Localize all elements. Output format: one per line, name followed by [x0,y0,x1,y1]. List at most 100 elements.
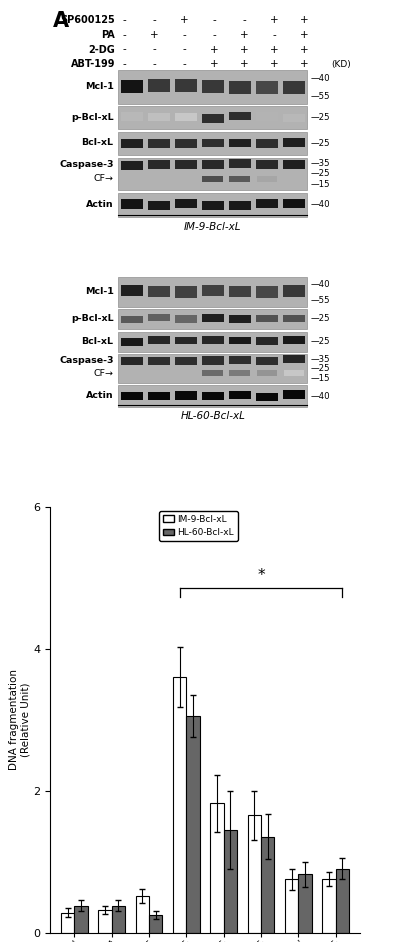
Text: Caspase-3: Caspase-3 [59,355,114,365]
Bar [148,357,170,365]
Text: p-Bcl-xL: p-Bcl-xL [71,314,114,323]
Bar [148,285,170,298]
Bar [148,160,170,170]
Bar [121,80,142,93]
Bar [256,160,278,170]
Text: —25: —25 [311,169,331,178]
Text: +: + [300,15,308,25]
Text: +: + [240,44,248,55]
Bar [148,392,170,400]
Bar [229,285,250,297]
Bar [118,277,307,307]
Text: —35: —35 [311,159,331,168]
Bar [256,175,277,182]
Bar [256,337,278,345]
Text: +: + [210,44,219,55]
Text: —25: —25 [311,315,331,323]
Bar [98,910,112,933]
Legend: IM-9-Bcl-xL, HL-60-Bcl-xL: IM-9-Bcl-xL, HL-60-Bcl-xL [159,512,238,541]
Bar [229,112,250,121]
Bar [256,315,278,322]
Text: -: - [182,59,186,69]
Text: Bcl-xL: Bcl-xL [82,138,114,147]
Text: Actin: Actin [86,200,114,209]
Bar [256,393,278,400]
Bar [121,139,142,148]
Bar [248,816,261,933]
Text: -: - [212,30,216,40]
Text: +: + [270,15,278,25]
Text: SP600125: SP600125 [60,15,115,25]
Bar [283,315,304,322]
Text: -: - [152,15,156,25]
Text: (KD): (KD) [331,59,351,69]
Bar [283,285,304,297]
Text: —40: —40 [311,74,331,83]
Bar [224,830,237,933]
Text: -: - [122,15,126,25]
Bar [118,157,307,190]
Text: +: + [180,15,189,25]
Bar [148,113,170,122]
Bar [202,370,223,376]
Bar [118,132,307,154]
Bar [202,160,224,169]
Bar [283,336,304,344]
Bar [283,138,304,147]
Bar [175,357,196,365]
Bar [202,138,224,147]
Bar [175,392,196,399]
Bar [202,336,224,344]
Text: -: - [182,30,186,40]
Bar [283,81,304,94]
Text: p-Bcl-xL: p-Bcl-xL [71,113,114,122]
Bar [148,201,170,210]
Text: CF→: CF→ [94,174,114,184]
Text: -: - [122,59,126,69]
Bar [118,354,307,383]
Bar [121,160,142,170]
Bar [148,139,170,148]
Bar [230,175,250,182]
Bar [283,159,304,169]
Bar [175,79,196,92]
Bar [118,332,307,351]
Bar [121,112,142,121]
Bar [202,356,224,365]
Text: -: - [272,30,276,40]
Text: —40: —40 [311,280,331,288]
Bar [229,201,250,210]
Text: *: * [257,568,265,582]
Bar [118,309,307,329]
Text: Actin: Actin [86,391,114,400]
Text: Caspase-3: Caspase-3 [59,160,114,169]
Text: -: - [152,44,156,55]
Bar [202,80,224,92]
Bar [148,314,170,321]
Bar [202,201,224,209]
Bar [285,879,298,933]
Bar [229,391,250,398]
Text: CF→: CF→ [94,368,114,378]
Text: Bcl-xL: Bcl-xL [82,336,114,346]
Text: —25: —25 [311,138,331,148]
Text: —55: —55 [311,92,331,101]
Text: —40: —40 [311,201,331,209]
Text: +: + [270,59,278,69]
Bar [336,869,349,933]
Bar [74,905,88,933]
Bar [256,112,278,121]
Text: +: + [240,59,248,69]
Bar [283,114,304,122]
Bar [229,81,250,93]
Bar [121,316,142,323]
Bar [256,357,278,365]
Text: +: + [300,59,308,69]
Bar [175,160,196,169]
Bar [121,392,142,400]
Bar [230,370,250,376]
Text: -: - [242,15,246,25]
Text: -: - [212,15,216,25]
Text: IM-9-Bcl-xL: IM-9-Bcl-xL [184,221,242,232]
Bar [121,338,142,346]
